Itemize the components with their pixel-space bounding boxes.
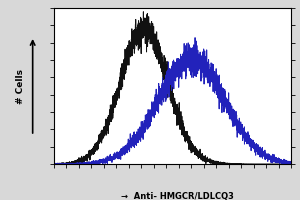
Text: →  Anti- HMGCR/LDLCQ3: → Anti- HMGCR/LDLCQ3 [121, 192, 234, 200]
Text: # Cells: # Cells [16, 68, 25, 104]
